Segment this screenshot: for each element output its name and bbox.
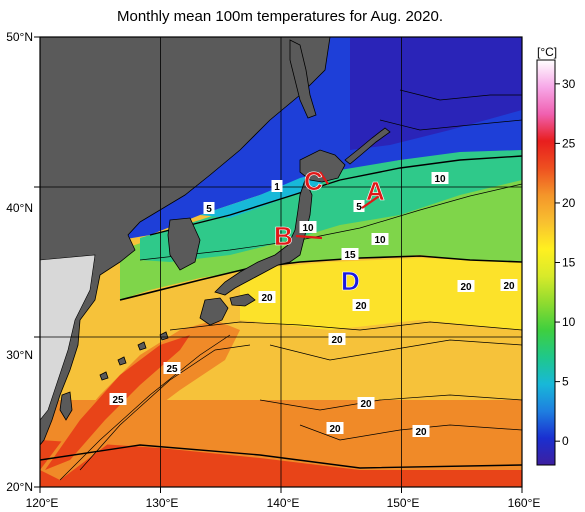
nodata-area xyxy=(40,254,96,421)
contour-label: 5 xyxy=(356,202,362,213)
subarctic-coldest xyxy=(350,37,522,150)
contour-labels-north: 5 1 10 5 10 10 15 xyxy=(203,172,449,261)
marker-b-line xyxy=(295,234,323,240)
subtropical-yellow-band xyxy=(240,258,522,330)
contour-label-box xyxy=(500,279,518,291)
colorbar-tick-label: 0 xyxy=(562,434,569,448)
contour-label: 20 xyxy=(355,301,367,312)
contour-label-box xyxy=(353,200,365,212)
contour-label-box xyxy=(299,221,317,233)
contour-label: 10 xyxy=(302,223,314,234)
lat-tick-label: 50°N xyxy=(6,30,33,44)
land xyxy=(40,37,391,446)
transition-zone-teal xyxy=(140,146,522,262)
lat-tick-label: 20°N xyxy=(6,480,33,494)
contour-label-box xyxy=(341,248,359,260)
honshu xyxy=(214,178,313,296)
contour-label: 20 xyxy=(460,282,472,293)
contour-label-box xyxy=(258,291,276,303)
colorbar-tick-label: 30 xyxy=(562,77,576,91)
graticule xyxy=(40,37,522,487)
marker-c-label: C xyxy=(304,166,323,196)
contour-label-box xyxy=(412,425,430,437)
marker-b-label: B xyxy=(274,221,293,251)
kuril-islands xyxy=(344,127,391,165)
contour-label: 20 xyxy=(503,281,515,292)
contour-label: 25 xyxy=(166,364,178,375)
contour-label: 20 xyxy=(331,335,343,346)
contour-label: 10 xyxy=(374,235,386,246)
contour-label-box xyxy=(109,393,127,405)
contour-label-box xyxy=(203,202,215,214)
contour-label: 20 xyxy=(261,293,273,304)
contour-labels-south: 20 20 20 20 20 20 20 20 25 25 xyxy=(109,279,518,438)
contour-label-box xyxy=(326,422,344,434)
sakhalin xyxy=(289,39,317,119)
contour-label-box xyxy=(328,333,346,345)
cyan-fringe xyxy=(200,170,330,218)
contour-lines xyxy=(40,89,522,481)
contour-label-box xyxy=(357,397,375,409)
marker-a-label: A xyxy=(366,176,385,206)
contour-label: 1 xyxy=(274,182,280,193)
lon-tick-label: 160°E xyxy=(508,496,541,510)
marker-a-line xyxy=(361,193,383,209)
kyushu xyxy=(199,297,229,326)
colorbar-bar xyxy=(536,59,556,466)
contour-label-box xyxy=(457,280,475,292)
contour-label-box xyxy=(371,233,389,245)
contour-label-box xyxy=(431,172,449,184)
colorbar-tick-label: 5 xyxy=(562,375,569,389)
contour-label-box xyxy=(271,180,283,192)
contour-label-box xyxy=(163,362,181,374)
contour-label: 25 xyxy=(112,395,124,406)
korea xyxy=(167,217,201,271)
colorbar: [°C] 30 25 20 15 10 5 0 xyxy=(536,45,576,466)
lat-tick-label: 40°N xyxy=(6,201,33,215)
colorbar-ticks: 30 25 20 15 10 5 0 xyxy=(555,77,576,448)
colorbar-tick-label: 15 xyxy=(562,256,576,270)
colorbar-unit: [°C] xyxy=(537,45,557,59)
colorbar-tick-label: 20 xyxy=(562,196,576,210)
contour-label: 10 xyxy=(434,174,446,185)
contour-label: 20 xyxy=(329,424,341,435)
hokkaido xyxy=(299,149,346,183)
contour-label: 20 xyxy=(360,399,372,410)
contour-label-box xyxy=(352,299,370,311)
shikoku xyxy=(229,293,256,307)
lat-tick-label: 30°N xyxy=(6,348,33,362)
lon-tick-label: 130°E xyxy=(146,496,179,510)
contour-label: 15 xyxy=(344,250,356,261)
asian-mainland xyxy=(40,37,331,446)
marker-c-line xyxy=(319,171,329,185)
marker-d-label: D xyxy=(341,266,360,296)
tick-marks xyxy=(34,36,523,493)
lon-tick-label: 140°E xyxy=(267,496,300,510)
contour-label: 20 xyxy=(415,427,427,438)
contour-label: 5 xyxy=(206,204,212,215)
map-title: Monthly mean 100m temperatures for Aug. … xyxy=(116,8,443,25)
section-markers: A B C D xyxy=(274,166,386,297)
kuroshio-tongue xyxy=(40,320,240,480)
colorbar-tick-label: 10 xyxy=(562,315,576,329)
lon-tick-label: 120°E xyxy=(26,496,59,510)
colorbar-tick-label: 25 xyxy=(562,136,576,150)
map-area: 5 1 10 5 10 10 15 20 20 20 20 20 20 20 20 25 25 xyxy=(40,37,522,487)
taiwan xyxy=(59,391,73,421)
lon-tick-label: 150°E xyxy=(387,496,420,510)
